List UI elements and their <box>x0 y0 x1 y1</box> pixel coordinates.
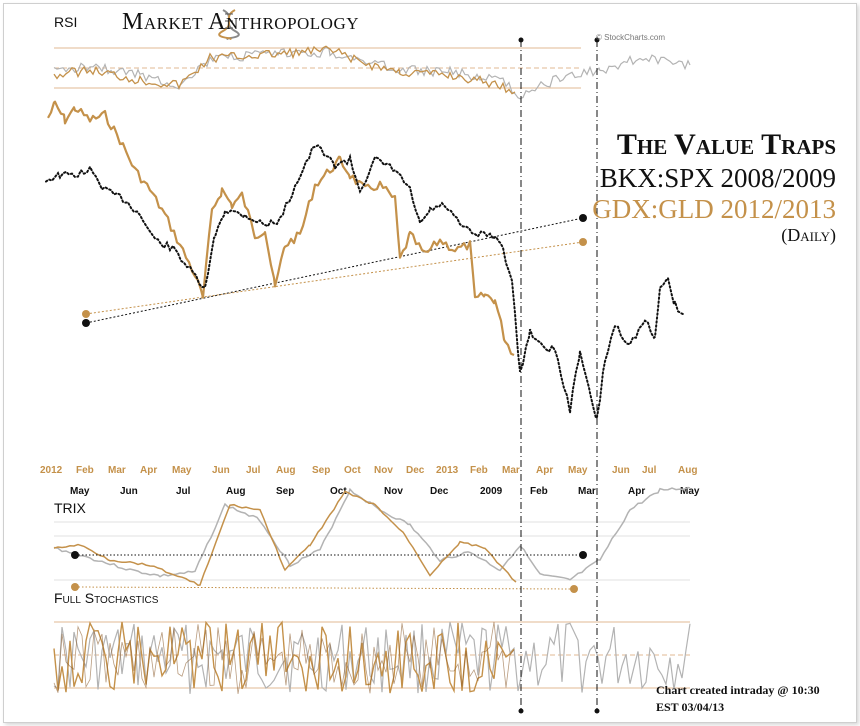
x-tick-top: Sep <box>312 465 330 476</box>
x-tick-bottom: May <box>70 486 90 497</box>
stockcharts-credit: © StockCharts.com <box>596 33 666 42</box>
created-note: Chart created intraday @ 10:30 EST 03/04… <box>656 683 820 714</box>
x-tick-top: Oct <box>344 465 361 476</box>
x-tick-top: May <box>172 465 192 476</box>
x-tick-top: Jun <box>212 465 230 476</box>
dna-logo-icon <box>218 9 240 40</box>
trix-label: TRIX <box>54 500 86 516</box>
brand-title: Market Anthropology <box>122 9 359 36</box>
x-tick-top: Jun <box>612 465 630 476</box>
x-tick-top: Apr <box>536 465 553 476</box>
brand-text: Market Anthropology <box>122 9 360 35</box>
x-tick-top: Aug <box>276 465 295 476</box>
rsi-label: RSI <box>54 14 78 30</box>
vertical-markers <box>518 37 600 714</box>
gdx-gld-line <box>47 100 515 357</box>
x-tick-top: Aug <box>678 465 697 476</box>
x-tick-top: 2013 <box>436 465 459 476</box>
x-tick-bottom: Nov <box>384 486 403 497</box>
bkx-rest: :SPX 2008/2009 <box>656 163 836 193</box>
x-tick-top: Jul <box>246 465 261 476</box>
x-tick-top: Jul <box>642 465 657 476</box>
x-axis-2008-2009: May Jun Jul Aug Sep Oct Nov Dec 2009 Feb Mar Apr May <box>70 486 700 497</box>
x-tick-top: Feb <box>76 465 94 476</box>
x-tick-bottom: Dec <box>430 486 449 497</box>
x-tick-top: Apr <box>140 465 157 476</box>
series-bkx-label: BKX:SPX 2008/2009 <box>600 163 836 194</box>
x-tick-bottom: Oct <box>330 486 347 497</box>
gdx-ticker: GDX <box>592 194 651 224</box>
x-tick-top: Feb <box>470 465 488 476</box>
trix-panel <box>53 486 691 593</box>
gdx-rest: :GLD 2012/2013 <box>650 194 836 224</box>
x-tick-bottom: Aug <box>226 486 245 497</box>
chart-frame <box>3 3 857 723</box>
x-tick-bottom: Jun <box>120 486 138 497</box>
bkx-ticker: BKX <box>599 163 657 193</box>
x-tick-top: Nov <box>374 465 393 476</box>
x-tick-bottom: 2009 <box>480 486 503 497</box>
x-tick-bottom: Mar <box>578 486 596 497</box>
x-tick-top: Mar <box>108 465 126 476</box>
timeframe-label: (Daily) <box>781 225 836 245</box>
x-tick-bottom: May <box>680 486 700 497</box>
series-gdx-label: GDX:GLD 2012/2013 <box>592 194 836 225</box>
price-panel <box>45 100 686 421</box>
bkx-spx-line <box>45 144 686 421</box>
stochastics-panel <box>53 620 691 694</box>
chart-title: The Value Traps <box>616 128 836 161</box>
x-tick-top: May <box>568 465 588 476</box>
x-tick-top: 2012 <box>40 465 63 476</box>
stochastics-label: Full Stochastics <box>54 590 159 606</box>
x-tick-bottom: Sep <box>276 486 294 497</box>
x-tick-bottom: Jul <box>176 486 191 497</box>
rsi-panel <box>53 45 691 100</box>
x-tick-top: Dec <box>406 465 425 476</box>
x-tick-bottom: Apr <box>628 486 645 497</box>
x-tick-top: Mar <box>502 465 520 476</box>
x-axis-2012-2013: 2012 Feb Mar Apr May Jun Jul Aug Sep Oct Nov Dec 201… <box>40 465 697 476</box>
x-tick-bottom: Feb <box>530 486 548 497</box>
